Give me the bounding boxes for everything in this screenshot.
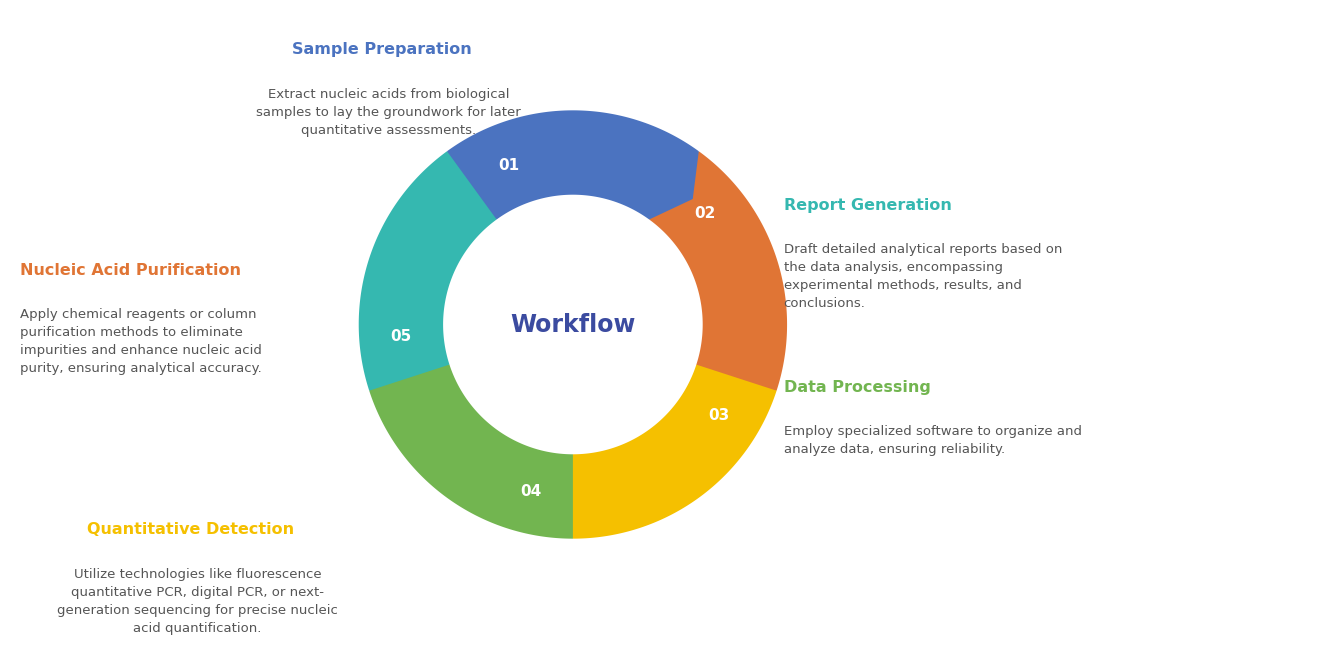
Text: Employ specialized software to organize and
analyze data, ensuring reliability.: Employ specialized software to organize …	[784, 425, 1081, 456]
Text: Extract nucleic acids from biological
samples to lay the groundwork for later
qu: Extract nucleic acids from biological sa…	[255, 88, 522, 137]
Text: Utilize technologies like fluorescence
quantitative PCR, digital PCR, or next-
g: Utilize technologies like fluorescence q…	[57, 568, 338, 635]
Text: 02: 02	[694, 206, 715, 221]
Text: Apply chemical reagents or column
purification methods to eliminate
impurities a: Apply chemical reagents or column purifi…	[20, 308, 262, 375]
Polygon shape	[549, 365, 777, 539]
Text: Quantitative Detection: Quantitative Detection	[87, 522, 295, 537]
Text: Report Generation: Report Generation	[784, 198, 951, 213]
Text: Sample Preparation: Sample Preparation	[292, 42, 471, 57]
Circle shape	[460, 211, 686, 438]
Polygon shape	[358, 151, 497, 391]
Text: 01: 01	[498, 158, 519, 173]
Polygon shape	[649, 151, 788, 400]
Text: 03: 03	[709, 408, 730, 423]
Text: 04: 04	[520, 484, 541, 499]
Text: 05: 05	[391, 329, 412, 344]
Polygon shape	[369, 356, 573, 539]
Text: Workflow: Workflow	[510, 313, 636, 336]
Text: Nucleic Acid Purification: Nucleic Acid Purification	[20, 263, 241, 278]
Polygon shape	[446, 110, 699, 219]
Text: Draft detailed analytical reports based on
the data analysis, encompassing
exper: Draft detailed analytical reports based …	[784, 243, 1062, 310]
Text: Data Processing: Data Processing	[784, 380, 931, 395]
